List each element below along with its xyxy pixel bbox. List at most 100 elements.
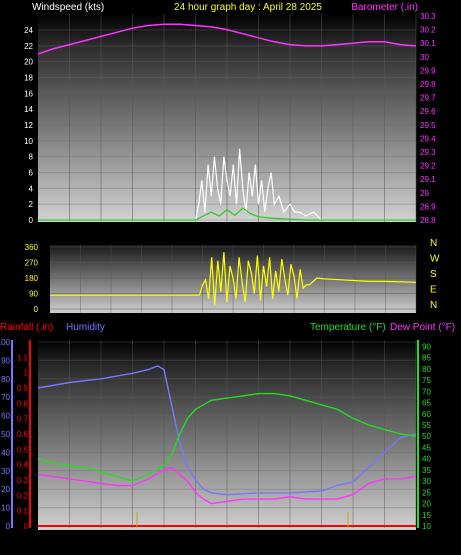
temperature-tick-label: 45 xyxy=(422,444,431,453)
humidity-tick-label: 50 xyxy=(1,430,10,439)
time-tick-label: 18 xyxy=(317,539,326,548)
degree-tick-label: 90 xyxy=(29,290,38,299)
rainfall-tick-label: 1.1 xyxy=(17,353,29,362)
barometer-tick-label: 29.1 xyxy=(420,175,436,184)
temperature-tick-label: 70 xyxy=(422,387,431,396)
time-tick-label: 02 xyxy=(65,231,74,240)
humidity-tick-label: 80 xyxy=(1,375,10,384)
compass-label: S xyxy=(430,269,437,280)
compass-label: N xyxy=(430,238,437,249)
barometer-tick-label: 29.8 xyxy=(420,80,436,89)
barometer-tick-label: 28.8 xyxy=(420,216,436,225)
time-tick-label: 04 xyxy=(97,539,106,548)
rainfall-tick-label: 0.1 xyxy=(17,507,29,516)
time-tick-label: 22 xyxy=(380,539,389,548)
temperature-tick-label: 90 xyxy=(422,343,431,352)
barometer-tick-label: 30.2 xyxy=(420,26,436,35)
rainfall-ticks: 0 0.1 0.2 0.3 0.4 0.5 0.6 0.7 0.8 0.9 1 1.1 xyxy=(17,353,29,531)
rainfall-tick-label: 0.7 xyxy=(17,415,29,424)
series-line xyxy=(37,23,417,55)
humidity-tick-label: 100 xyxy=(0,338,11,347)
humidity-tick-label: 0 xyxy=(6,522,11,531)
time-tick-label: 14 xyxy=(254,231,263,240)
rainfall-axis-label: Rainfall (.in) xyxy=(0,322,53,333)
direction-degree-ticks: 0 90 180 270 360 xyxy=(25,243,39,314)
time-tick-label: 12 xyxy=(223,539,232,548)
time-tick-label: 14 xyxy=(254,539,263,548)
temperature-tick-label: 40 xyxy=(422,455,431,464)
time-tick-label: 00 xyxy=(412,231,421,240)
windspeed-tick-label: 24 xyxy=(24,26,33,35)
humidity-tick-label: 10 xyxy=(1,504,10,513)
humidity-ticks: 0 10 20 30 40 50 60 70 80 90 100 xyxy=(0,338,11,531)
temperature-ticks: 10 15 20 25 30 35 40 45 50 55 60 65 70 75 80 85 90 xyxy=(422,343,431,532)
barometer-tick-label: 30 xyxy=(420,53,429,62)
degree-tick-label: 180 xyxy=(25,274,39,283)
temperature-tick-label: 85 xyxy=(422,354,431,363)
rainfall-tick-label: 0.3 xyxy=(17,476,29,485)
windspeed-tick-label: 20 xyxy=(24,58,33,67)
windspeed-axis-label: Windspeed (kts) xyxy=(32,2,104,13)
barometer-tick-label: 30.1 xyxy=(420,39,436,48)
time-tick-label: 16 xyxy=(286,539,295,548)
windspeed-tick-label: 18 xyxy=(24,74,33,83)
series-line xyxy=(38,148,416,221)
series-line xyxy=(38,207,416,221)
wind-time-ticks: 02 04 06 08 10 12 14 16 18 20 22 00 xyxy=(65,231,421,240)
barometer-tick-label: 29.5 xyxy=(420,121,436,130)
rainfall-tick-label: 0.2 xyxy=(17,491,29,500)
windspeed-tick-label: 22 xyxy=(24,42,33,51)
dewpoint-axis-label: Dew Point (°F) xyxy=(390,322,455,333)
time-tick-label: 20 xyxy=(349,231,358,240)
time-tick-label: 18 xyxy=(317,231,326,240)
humidity-tick-label: 70 xyxy=(1,393,10,402)
time-tick-label: 08 xyxy=(160,539,169,548)
wind-panel-series xyxy=(37,23,417,221)
windspeed-tick-label: 8 xyxy=(29,153,34,162)
humidity-panel-background xyxy=(38,340,416,530)
wind-panel-grid xyxy=(38,14,417,222)
humidity-tick-label: 40 xyxy=(1,448,10,457)
chart-title: 24 hour graph day : April 28 2025 xyxy=(174,2,322,13)
compass-label: E xyxy=(430,285,437,296)
temperature-tick-label: 15 xyxy=(422,511,431,520)
temperature-tick-label: 25 xyxy=(422,488,431,497)
temperature-tick-label: 80 xyxy=(422,365,431,374)
series-line xyxy=(37,365,417,496)
compass-label: N xyxy=(430,300,437,311)
time-tick-label: 12 xyxy=(223,231,232,240)
time-tick-label: 06 xyxy=(128,231,137,240)
barometer-tick-label: 28.9 xyxy=(420,202,436,211)
humidity-tick-label: 30 xyxy=(1,467,10,476)
temperature-tick-label: 65 xyxy=(422,399,431,408)
rainfall-tick-label: 0.9 xyxy=(17,384,29,393)
time-tick-label: 22 xyxy=(380,231,389,240)
degree-tick-label: 270 xyxy=(25,259,39,268)
barometer-tick-label: 30.3 xyxy=(420,12,436,21)
temperature-tick-label: 60 xyxy=(422,410,431,419)
barometer-tick-label: 29.4 xyxy=(420,134,436,143)
humidity-panel-series xyxy=(37,365,417,527)
barometer-tick-label: 29.3 xyxy=(420,148,436,157)
barometer-axis-label: Barometer (.in) xyxy=(351,2,418,13)
windspeed-tick-label: 12 xyxy=(24,121,33,130)
windspeed-tick-label: 10 xyxy=(24,137,33,146)
time-tick-label: 04 xyxy=(97,231,106,240)
rainfall-tick-label: 0.6 xyxy=(17,430,29,439)
humidity-time-ticks: 02 04 06 08 10 12 14 16 18 20 22 00 xyxy=(65,539,421,548)
time-tick-label: 16 xyxy=(286,231,295,240)
rainfall-tick-label: 1 xyxy=(24,369,29,378)
degree-tick-label: 360 xyxy=(25,243,39,252)
rainfall-tick-label: 0.4 xyxy=(17,461,29,470)
barometer-ticks: 28.8 28.9 29 29.1 29.2 29.3 29.4 29.5 29.6 29.7 29… xyxy=(420,12,436,225)
time-tick-label: 00 xyxy=(412,539,421,548)
temperature-tick-label: 30 xyxy=(422,477,431,486)
time-tick-label: 10 xyxy=(191,231,200,240)
humidity-tick-label: 90 xyxy=(1,356,10,365)
humidity-tick-label: 20 xyxy=(1,485,10,494)
humidity-axis-label: Humidity xyxy=(66,322,105,333)
temperature-tick-label: 20 xyxy=(422,500,431,509)
rainfall-tick-label: 0.8 xyxy=(17,399,29,408)
